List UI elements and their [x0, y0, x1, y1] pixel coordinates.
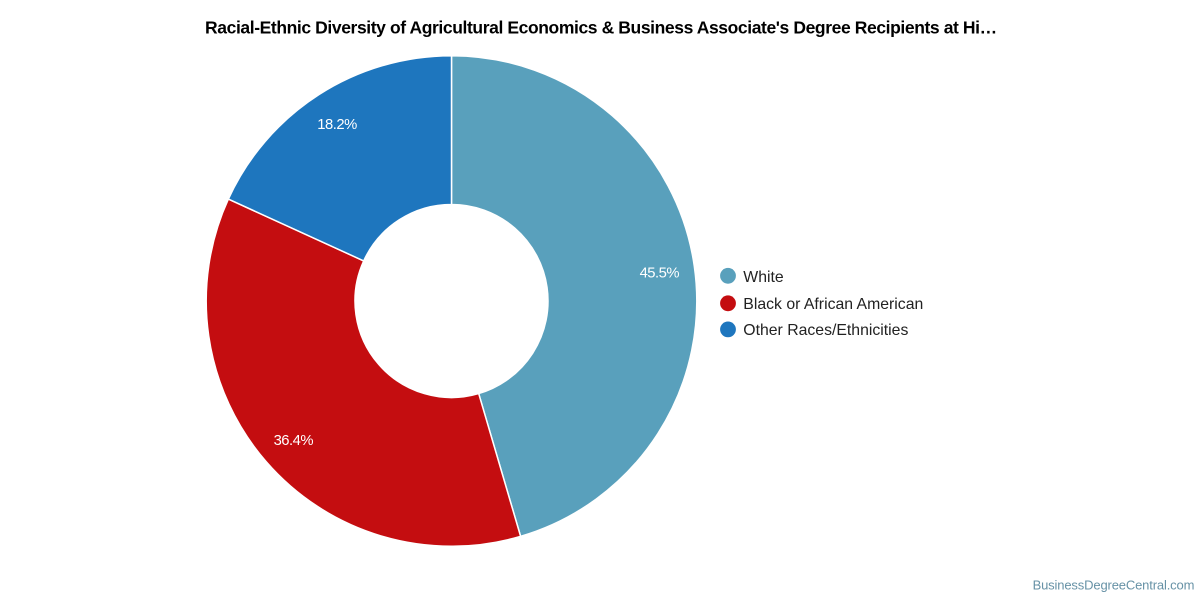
svg-text:36.4%: 36.4%	[274, 433, 314, 449]
svg-text:18.2%: 18.2%	[317, 117, 357, 133]
svg-text:BusinessDegreeCentral.com: BusinessDegreeCentral.com	[1033, 578, 1195, 593]
svg-text:Racial-Ethnic Diversity of Agr: Racial-Ethnic Diversity of Agricultural …	[205, 17, 997, 37]
svg-text:Other Races/Ethnicities: Other Races/Ethnicities	[743, 322, 908, 339]
svg-text:Black or African American: Black or African American	[743, 296, 923, 313]
svg-text:White: White	[743, 269, 784, 286]
svg-text:45.5%: 45.5%	[640, 265, 680, 281]
